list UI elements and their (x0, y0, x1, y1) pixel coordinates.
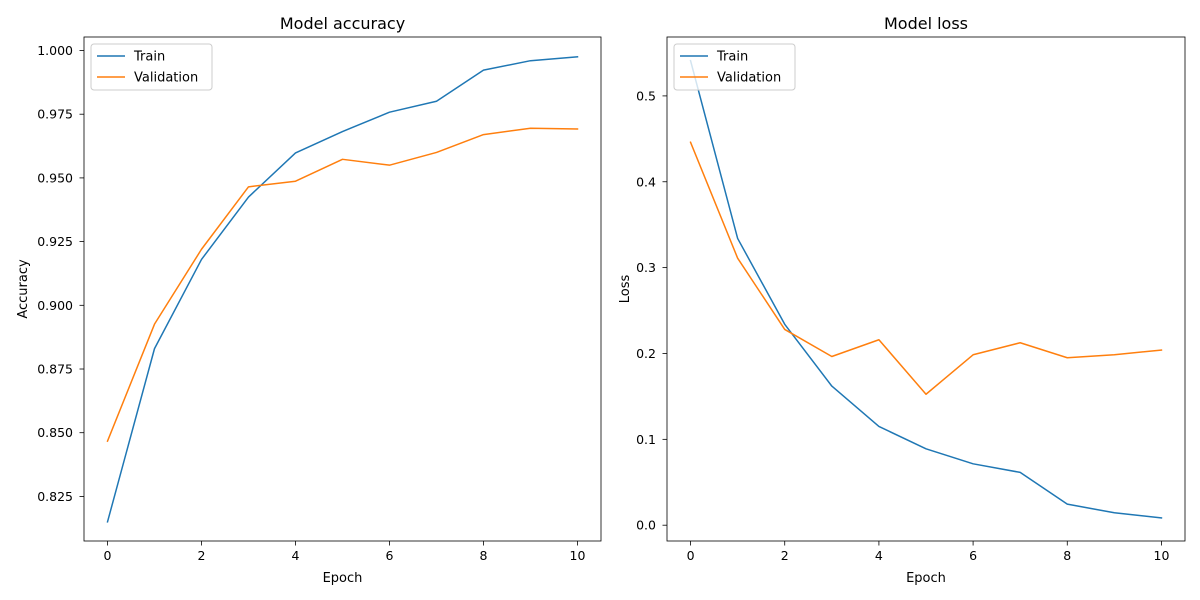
y-tick-label: 0.3 (636, 260, 656, 275)
y-tick-label: 0.950 (37, 170, 73, 185)
y-axis-label: Accuracy (16, 259, 31, 319)
y-tick-label: 0.925 (37, 234, 73, 249)
x-tick-label: 2 (781, 548, 789, 563)
y-tick-label: 0.5 (636, 88, 656, 103)
x-tick-label: 0 (687, 548, 695, 563)
legend-label-train: Train (716, 50, 748, 65)
x-tick-label: 10 (1154, 548, 1170, 563)
x-tick-label: 8 (1063, 548, 1071, 563)
x-tick-label: 6 (386, 548, 394, 563)
y-tick-label: 0.825 (37, 489, 73, 504)
chart-title: Model loss (884, 14, 968, 33)
x-tick-label: 0 (104, 548, 112, 563)
series-line-train (689, 59, 1163, 519)
y-tick-label: 0.2 (636, 346, 656, 361)
chart-panel-1: 0 2 4 6 8 10 0.0 0.1 0.2 0.3 0.4 0.5 Model loss Epoch… (618, 14, 1186, 586)
chart-title: Model accuracy (280, 14, 405, 33)
y-tick-label: 0.850 (37, 425, 73, 440)
y-tick-label: 0.975 (37, 107, 73, 122)
y-tick-label: 0.900 (37, 298, 73, 313)
y-tick-label: 0.4 (636, 174, 656, 189)
x-tick-label: 8 (480, 548, 488, 563)
x-tick-label: 6 (969, 548, 977, 563)
series-line-validation (689, 141, 1163, 396)
series-line-validation (106, 127, 579, 443)
legend-label-train: Train (133, 50, 165, 65)
series-line-train (106, 56, 579, 523)
y-tick-label: 0.0 (636, 518, 656, 533)
legend-label-validation: Validation (717, 71, 781, 86)
x-tick-label: 4 (292, 548, 300, 563)
x-tick-label: 2 (198, 548, 206, 563)
plot-area-frame (83, 36, 602, 542)
y-tick-label: 1.000 (37, 43, 73, 58)
y-axis-label: Loss (618, 275, 633, 304)
legend-label-validation: Validation (134, 71, 198, 86)
x-axis-label: Epoch (323, 571, 363, 586)
plot-area-frame (666, 36, 1186, 542)
y-tick-label: 0.1 (636, 432, 656, 447)
x-tick-label: 4 (875, 548, 883, 563)
x-axis-label: Epoch (906, 571, 946, 586)
legend: Train Validation (673, 43, 796, 91)
chart-panel-0: 0 2 4 6 8 10 0.825 0.850 0.875 0.900 0.925 0.950 0.9… (16, 14, 602, 586)
y-tick-label: 0.875 (37, 362, 73, 377)
x-tick-label: 10 (570, 548, 586, 563)
legend: Train Validation (90, 43, 213, 91)
